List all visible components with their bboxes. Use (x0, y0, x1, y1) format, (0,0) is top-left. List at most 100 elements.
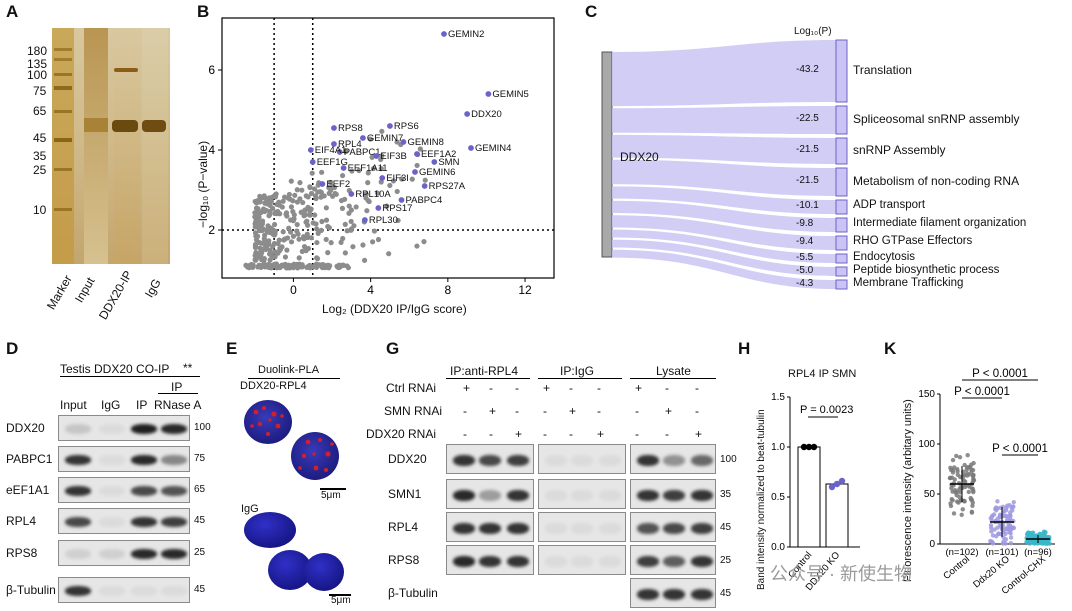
k-point (961, 498, 967, 503)
protein-point (250, 262, 256, 268)
term-name: RHO GTPase Effectors (853, 235, 973, 247)
protein-point-labeled (468, 145, 474, 151)
flow-band (612, 186, 836, 214)
coip-lane-rnase: RNase A (154, 398, 202, 412)
protein-point (257, 245, 263, 251)
k-point (1039, 541, 1045, 546)
coip-band (161, 586, 187, 596)
protein-label: EIF3B (380, 151, 406, 162)
protein-point (318, 189, 324, 195)
flow-band (612, 134, 836, 164)
protein-label: SMN (438, 157, 459, 168)
protein-point (261, 193, 267, 199)
protein-point (422, 177, 428, 183)
k-point (950, 498, 955, 503)
k-point (996, 531, 1001, 537)
protein-point-labeled (414, 151, 420, 157)
k-point (957, 455, 963, 460)
protein-point (384, 203, 390, 209)
term-logp: -22.5 (796, 113, 819, 124)
protein-label: RPL10A (355, 189, 391, 200)
protein-point-labeled (331, 141, 337, 147)
h-point (833, 480, 841, 488)
pla-top-label: DDX20-RPL4 (240, 380, 307, 392)
g-treatment-label: DDX20 RNAi (366, 427, 437, 441)
protein-point (394, 139, 400, 145)
protein-label: RPS8 (338, 123, 363, 134)
g-header-ip-igg-line (538, 378, 622, 379)
lane-label-igg: IgG (142, 276, 164, 300)
lane-label-ddx20-ip: DDX20-IP (96, 268, 136, 322)
k-point (1041, 529, 1047, 534)
protein-point (366, 198, 372, 205)
k-n-label: (n=102) (945, 547, 978, 558)
g-treatment-sign: - (665, 381, 669, 395)
k-point (948, 503, 954, 509)
h-pvalue: P = 0.0023 (800, 404, 853, 416)
g-header-ip-igg: IP:IgG (560, 364, 595, 378)
protein-point (314, 226, 320, 232)
protein-point (272, 192, 279, 198)
coip-band (131, 517, 157, 527)
coip-band (131, 486, 157, 496)
flow-band (612, 40, 836, 107)
protein-point (414, 243, 420, 249)
protein-point-labeled (360, 135, 366, 141)
coip-stars: ** (183, 361, 193, 375)
flow-band (612, 215, 836, 250)
protein-point (261, 256, 267, 262)
volcano-ylabel: −log₁₀ (P−value) (196, 140, 210, 228)
protein-point-labeled (441, 31, 447, 37)
g-treatment-sign: - (569, 381, 573, 395)
k-point (1030, 530, 1036, 535)
g-treatment-sign: - (635, 427, 639, 441)
protein-point (270, 243, 276, 249)
g-band (691, 523, 713, 534)
g-band (453, 490, 475, 501)
g-row-label: RPS8 (388, 553, 420, 567)
term-name: Membrane Trafficking (853, 276, 964, 289)
marker-135: 135 (27, 57, 48, 71)
flow-target-bar (835, 137, 848, 165)
protein-point (253, 205, 260, 211)
g-mw: 35 (720, 489, 732, 500)
k-point (989, 529, 994, 534)
flow-target-bar (835, 279, 848, 290)
protein-point (275, 241, 281, 247)
g-treatment-sign: - (635, 404, 639, 418)
g-band (479, 455, 501, 466)
protein-point (286, 225, 292, 231)
marker-45: 45 (33, 131, 47, 145)
g-blot-lysate (630, 444, 716, 474)
flow-target-bar (835, 266, 848, 277)
term-name: ADP transport (853, 199, 926, 211)
g-band (507, 455, 529, 466)
flow-target-bar (835, 39, 848, 103)
g-treatment-sign: - (543, 404, 547, 418)
protein-label: EIF4A1 (315, 145, 347, 156)
coip-blot (58, 477, 190, 503)
k-point (971, 477, 976, 482)
g-band (637, 490, 659, 501)
coip-band (161, 486, 187, 496)
g-mw: 25 (720, 555, 732, 566)
protein-point (387, 182, 393, 189)
protein-point (308, 264, 314, 270)
pla-bottom-scale-bar (329, 594, 351, 596)
protein-point (363, 195, 369, 201)
protein-point (264, 263, 270, 269)
protein-point (344, 228, 350, 234)
protein-point (290, 198, 296, 204)
coip-mw: 45 (194, 584, 206, 595)
protein-label: PABPC1 (344, 147, 381, 158)
protein-point (267, 247, 273, 253)
marker-10: 10 (33, 203, 47, 217)
flow-band (612, 106, 836, 134)
flow-band (612, 249, 836, 289)
k-pvalue: P < 0.0001 (954, 386, 1010, 398)
protein-point-labeled (331, 125, 337, 131)
coip-band (65, 455, 91, 465)
protein-point (277, 211, 283, 217)
g-band (663, 455, 685, 466)
